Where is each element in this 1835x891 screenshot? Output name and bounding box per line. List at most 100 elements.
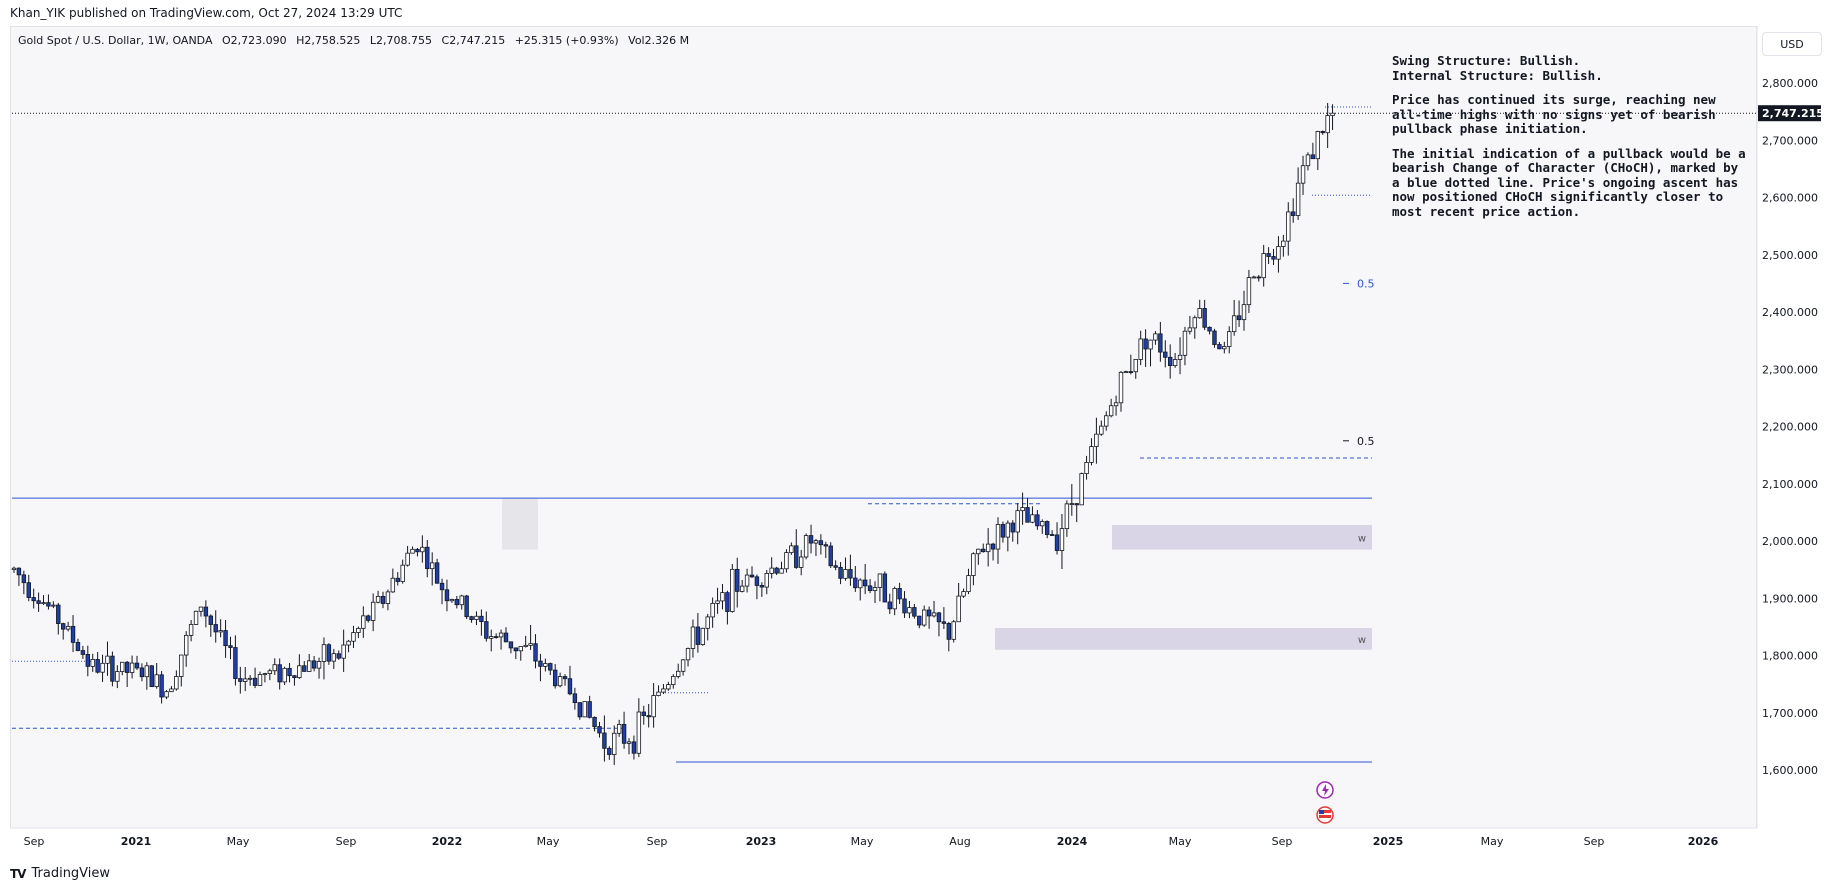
candle-body bbox=[1094, 433, 1099, 447]
candle-body bbox=[1222, 346, 1227, 350]
candle-body bbox=[1256, 276, 1261, 279]
candle-body bbox=[484, 621, 489, 639]
candle-body bbox=[862, 579, 868, 587]
candle-body bbox=[1276, 246, 1281, 260]
candle-body bbox=[848, 569, 853, 579]
tradingview-footer[interactable]: TV TradingView bbox=[10, 863, 110, 885]
candle-body bbox=[326, 644, 332, 662]
candle-body bbox=[607, 747, 612, 755]
candle-body bbox=[1118, 371, 1124, 404]
candle-body bbox=[1241, 304, 1247, 321]
candle-body bbox=[400, 564, 405, 582]
candle-body bbox=[154, 674, 159, 688]
x-tick-label: 2026 bbox=[1688, 835, 1719, 848]
candle-body bbox=[700, 627, 705, 645]
candle-body bbox=[1192, 317, 1197, 329]
candle-body bbox=[1182, 330, 1188, 356]
candle-body bbox=[341, 644, 346, 659]
x-tick-label: May bbox=[1169, 835, 1192, 848]
candle-body bbox=[1231, 315, 1237, 333]
candle-body bbox=[1251, 276, 1257, 279]
x-tick-label: Sep bbox=[1272, 835, 1293, 848]
candle-body bbox=[1207, 326, 1212, 332]
x-tick-label: Aug bbox=[949, 835, 970, 848]
candle-body bbox=[784, 552, 789, 570]
flag-stripe bbox=[1319, 810, 1331, 813]
candle-body bbox=[444, 589, 450, 602]
candle-body bbox=[1123, 371, 1129, 373]
candle-body bbox=[1271, 256, 1276, 260]
candle-body bbox=[946, 623, 951, 640]
candle-body bbox=[1148, 339, 1153, 350]
candle-body bbox=[16, 567, 22, 576]
candle-body bbox=[907, 607, 912, 614]
x-tick-label: May bbox=[537, 835, 560, 848]
candle-body bbox=[1266, 253, 1271, 257]
x-tick-label: 2021 bbox=[121, 835, 152, 848]
y-tick-label: 2,700.000 bbox=[1762, 134, 1818, 147]
candle-body bbox=[61, 623, 66, 630]
candle-body bbox=[405, 552, 410, 566]
candle-body bbox=[616, 724, 622, 734]
candle-body bbox=[828, 545, 833, 567]
candle-body bbox=[567, 678, 573, 695]
candle-body bbox=[1153, 333, 1158, 341]
candle-body bbox=[110, 655, 115, 682]
candle-body bbox=[1286, 211, 1291, 242]
candle-body bbox=[799, 556, 804, 568]
candle-body bbox=[739, 585, 745, 592]
candle-body bbox=[336, 653, 341, 659]
candle-body bbox=[912, 607, 917, 617]
candle-body bbox=[56, 604, 61, 625]
candle-body bbox=[213, 624, 218, 633]
candle-body bbox=[528, 643, 533, 646]
candle-body bbox=[351, 632, 356, 642]
candle-body bbox=[238, 678, 243, 682]
candle-body bbox=[164, 691, 169, 698]
candle-body bbox=[666, 684, 671, 690]
candle-body bbox=[990, 543, 996, 550]
legend-change: +25.315 (+0.93%) bbox=[514, 34, 619, 47]
candle-body bbox=[685, 648, 691, 661]
candle-body bbox=[159, 674, 164, 698]
candle-body bbox=[1040, 521, 1045, 527]
candle-body bbox=[779, 568, 784, 574]
candle-body bbox=[936, 612, 942, 623]
candle-body bbox=[1074, 503, 1079, 506]
legend-symbol[interactable]: Gold Spot / U.S. Dollar, 1W, OANDA bbox=[18, 34, 213, 47]
candle-body bbox=[651, 695, 656, 718]
candle-body bbox=[1291, 211, 1296, 216]
y-tick-label: 2,100.000 bbox=[1762, 478, 1818, 491]
candle-body bbox=[134, 662, 140, 669]
candle-body bbox=[233, 647, 238, 679]
y-tick-label: 1,800.000 bbox=[1762, 650, 1818, 663]
candle-body bbox=[838, 566, 843, 579]
candle-body bbox=[21, 574, 27, 584]
flag-canton bbox=[1319, 810, 1324, 814]
candle-body bbox=[951, 621, 956, 640]
published-header: Khan_YIK published on TradingView.com, O… bbox=[0, 0, 1835, 26]
candle-body bbox=[1168, 356, 1173, 367]
candle-body bbox=[316, 661, 322, 669]
demand-zone bbox=[1112, 524, 1372, 550]
candle-body bbox=[621, 724, 627, 744]
candle-body bbox=[464, 595, 469, 618]
candle-body bbox=[247, 677, 253, 680]
candle-body bbox=[252, 677, 258, 686]
currency-button[interactable]: USD bbox=[1762, 32, 1822, 56]
candle-body bbox=[1305, 154, 1311, 167]
y-tick-label: 2,800.000 bbox=[1762, 77, 1818, 90]
candle-body bbox=[720, 592, 725, 602]
candle-body bbox=[243, 678, 248, 682]
candle-body bbox=[538, 660, 543, 667]
candle-body bbox=[1010, 522, 1015, 533]
candle-body bbox=[562, 676, 568, 680]
candle-body bbox=[1187, 327, 1193, 332]
chart-panel[interactable] bbox=[10, 26, 1757, 828]
zone-label: w bbox=[1358, 533, 1366, 544]
candle-body bbox=[228, 645, 233, 648]
candle-body bbox=[1104, 415, 1109, 427]
note-internal-structure: Internal Structure: Bullish. bbox=[1392, 67, 1603, 83]
candle-body bbox=[41, 602, 46, 605]
